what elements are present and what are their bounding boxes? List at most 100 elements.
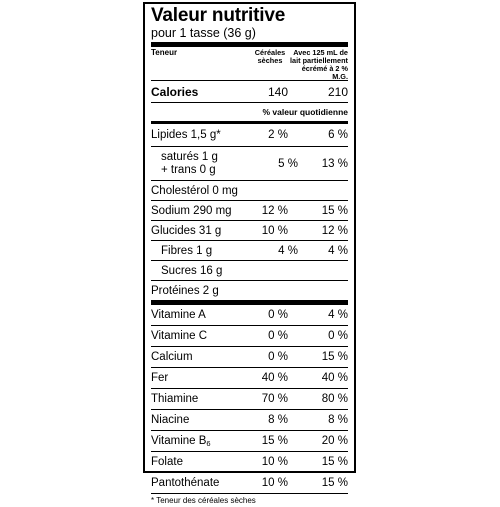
glucides-milk: 12 % [321,224,348,237]
vitamin-row: Folate 10 % 15 % [151,452,348,472]
sodium-milk: 15 % [321,204,348,217]
vitamin-milk: 80 % [321,393,348,405]
vitamin-dry: 10 % [261,477,288,489]
divider [151,346,348,347]
calories-milk: 210 [327,84,348,99]
header-teneur: Teneur [151,48,178,57]
fibres-milk: 4 % [328,244,348,257]
vitamin-label: Fer [151,372,169,384]
vitamin-row: Vitamine C 0 % 0 % [151,326,348,346]
divider [151,200,348,201]
glucides-dry: 10 % [261,224,288,237]
vitamin-milk: 15 % [321,477,348,489]
satures-dry: 5 % [278,157,298,170]
lipides-label: Lipides 1,5 g* [151,129,221,141]
divider [151,146,348,147]
serving-size: pour 1 tasse (36 g) [151,26,256,40]
calories-label: Calories [151,84,199,99]
divider-medium [151,121,348,124]
vitamin-milk: 8 % [328,414,348,426]
divider [151,325,348,326]
trans-line2: + trans 0 g [161,163,216,176]
vitamin-dry: 10 % [261,456,288,468]
footnote: * Teneur des céréales sèches [151,496,256,505]
divider [151,367,348,368]
vitamin-milk: 15 % [321,456,348,468]
proteines-label: Protéines 2 g [151,284,219,297]
satures-row: saturés 1 g + trans 0 g 5 % 13 % [151,147,348,180]
vitamin-dry: 0 % [268,309,288,321]
column-headers: Teneur Céréales sèches Avec 125 mL de la… [151,47,348,81]
header-dry: Céréales sèches [254,48,286,65]
satures-label: saturés 1 g + trans 0 g [151,151,260,177]
glucides-row: Glucides 31 g 10 % 12 % [151,221,348,240]
lipides-dry: 2 % [268,129,288,141]
vitamin-subscript: 6 [206,438,211,448]
vitamins-list: Vitamine A 0 % 4 % Vitamine C 0 % 0 % Calcium 0… [151,305,348,494]
vitamin-row: Fer 40 % 40 % [151,368,348,388]
calories-dry: 140 [267,84,288,99]
divider [151,180,348,181]
divider [151,102,348,103]
fibres-label: Fibres 1 g [161,244,213,257]
divider-thick [151,42,348,47]
label-title: Valeur nutritive [151,5,286,26]
cholesterol-row: Cholestérol 0 mg [151,181,348,200]
vitamin-row: Thiamine 70 % 80 % [151,389,348,409]
satures-milk: 13 % [321,157,348,170]
vitamin-row: Pantothénate 10 % 15 % [151,473,348,493]
sodium-label: Sodium 290 mg [151,204,232,217]
vitamin-dry: 8 % [268,414,288,426]
divider [151,430,348,431]
vitamin-dry: 15 % [261,435,288,447]
divider-thick [151,300,348,305]
vitamin-label-text: Vitamine B [151,434,207,447]
divider [151,472,348,473]
vitamin-label: Pantothénate [151,477,220,489]
header-milk: Avec 125 mL de lait partiellement écrémé… [290,48,348,81]
fibres-dry: 4 % [278,244,298,257]
vitamin-milk: 15 % [321,351,348,363]
divider [151,409,348,410]
vitamin-row: Calcium 0 % 15 % [151,347,348,367]
vitamin-dry: 70 % [261,393,288,405]
calories-row: Calories 140 210 [151,81,348,102]
divider [151,493,348,494]
vitamin-label: Vitamine B6 [151,435,250,448]
nutrition-facts-panel: Valeur nutritive pour 1 tasse (36 g) Ten… [143,2,356,505]
vitamin-label: Folate [151,456,183,468]
lipides-milk: 6 % [328,129,348,141]
vitamin-milk: 40 % [321,372,348,384]
divider [151,260,348,261]
divider [151,388,348,389]
vitamin-row: Vitamine A 0 % 4 % [151,305,348,325]
vitamin-label: Calcium [151,351,193,363]
glucides-label: Glucides 31 g [151,224,222,237]
vitamin-milk: 20 % [321,435,348,447]
sucres-label: Sucres 16 g [161,264,223,277]
vitamin-row: Vitamine B6 15 % 20 % [151,431,348,451]
divider [151,80,348,81]
vitamin-label: Thiamine [151,393,199,405]
vitamin-label: Vitamine C [151,330,208,342]
divider [151,240,348,241]
sucres-row: Sucres 16 g [151,261,348,280]
vitamin-label: Niacine [151,414,190,426]
sodium-row: Sodium 290 mg 12 % 15 % [151,201,348,220]
vitamin-row: Niacine 8 % 8 % [151,410,348,430]
vitamin-dry: 40 % [261,372,288,384]
divider [151,220,348,221]
vitamin-label: Vitamine A [151,309,206,321]
lipides-row: Lipides 1,5 g* 2 % 6 % [151,124,348,146]
vitamin-dry: 0 % [268,351,288,363]
satures-line1: saturés 1 g [161,150,218,163]
vitamin-milk: 0 % [328,330,348,342]
divider [151,451,348,452]
daily-value-header: % valeur quotidienne [262,107,349,117]
vitamin-dry: 0 % [268,330,288,342]
sodium-dry: 12 % [261,204,288,217]
vitamin-milk: 4 % [328,309,348,321]
proteines-row: Protéines 2 g [151,281,348,300]
fibres-row: Fibres 1 g 4 % 4 % [151,241,348,260]
divider [151,280,348,281]
